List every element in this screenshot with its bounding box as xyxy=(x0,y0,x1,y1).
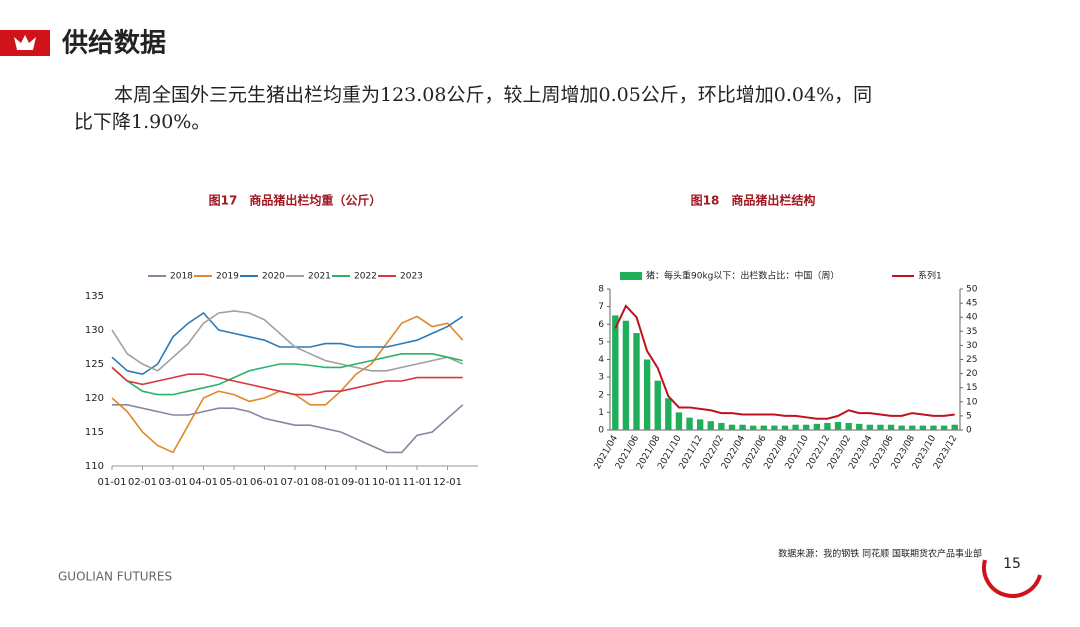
y-tick-label: 1 xyxy=(598,408,604,418)
y-tick-label: 135 xyxy=(85,291,104,302)
x-tick-label: 02-01 xyxy=(128,477,157,488)
x-tick-label: 12-01 xyxy=(433,477,462,488)
bar xyxy=(856,423,863,430)
decor-arc xyxy=(982,559,1042,598)
legend-label: 2019 xyxy=(216,272,239,282)
y-tick-label: 7 xyxy=(598,302,604,312)
bar xyxy=(665,398,672,430)
bar xyxy=(760,425,767,430)
bar xyxy=(898,425,905,430)
bar xyxy=(728,424,736,430)
y2-tick-label: 30 xyxy=(966,341,978,351)
bar xyxy=(877,424,884,430)
y2-tick-label: 5 xyxy=(966,411,972,421)
bar xyxy=(792,424,799,430)
y-tick-label: 0 xyxy=(598,426,604,436)
legend-label: 猪：每头重90kg以下：出栏数占比：中国（周） xyxy=(646,270,839,282)
legend-swatch xyxy=(620,272,642,280)
legend-label: 2020 xyxy=(262,272,285,282)
bar xyxy=(643,359,651,430)
x-tick-label: 03-01 xyxy=(158,477,187,488)
bar xyxy=(919,425,927,430)
series-line xyxy=(111,366,463,396)
bar xyxy=(633,333,640,430)
y-tick-label: 125 xyxy=(85,359,104,370)
brand: GUOLIAN FUTURES xyxy=(58,570,172,584)
source-note: 数据来源：我的钢铁 同花顺 国联期货农产品事业部 xyxy=(778,548,982,560)
bar xyxy=(824,422,831,430)
bar xyxy=(696,419,704,430)
bar xyxy=(930,425,937,430)
y2-tick-label: 25 xyxy=(966,355,977,365)
bar xyxy=(771,425,778,430)
bar xyxy=(909,425,916,430)
bar xyxy=(834,422,842,430)
bar xyxy=(845,422,852,430)
bar xyxy=(866,424,874,430)
crown-icon xyxy=(14,35,36,50)
bar xyxy=(887,424,895,430)
y-tick-label: 115 xyxy=(85,427,104,438)
bar xyxy=(940,425,948,430)
legend-label: 系列1 xyxy=(918,270,942,282)
legend-label: 2023 xyxy=(400,272,423,282)
bar xyxy=(739,424,746,430)
y2-tick-label: 50 xyxy=(966,285,978,295)
bar xyxy=(803,424,810,430)
series-line xyxy=(111,310,464,372)
y2-tick-label: 35 xyxy=(966,327,977,337)
paragraph-line: 比下降1.90%。 xyxy=(74,111,210,133)
bar xyxy=(781,425,789,430)
y-tick-label: 5 xyxy=(598,337,604,347)
bar xyxy=(675,412,683,430)
y-tick-label: 6 xyxy=(598,320,604,330)
page-number: 15 xyxy=(1003,556,1021,572)
x-tick-label: 09-01 xyxy=(341,477,370,488)
y-tick-label: 120 xyxy=(85,393,104,404)
chart-title: 图18 商品猪出栏结构 xyxy=(691,193,816,208)
legend-label: 2021 xyxy=(308,272,331,282)
x-tick-label: 05-01 xyxy=(219,477,248,488)
y-tick-label: 2 xyxy=(598,390,604,400)
bar xyxy=(750,425,757,430)
x-tick-label: 06-01 xyxy=(250,477,279,488)
y-tick-label: 8 xyxy=(598,285,604,295)
series-line xyxy=(614,304,955,420)
y2-tick-label: 15 xyxy=(966,383,977,393)
x-tick-label: 04-01 xyxy=(189,477,218,488)
bar xyxy=(654,380,661,430)
bar xyxy=(686,417,693,430)
x-tick-label: 10-01 xyxy=(372,477,401,488)
legend-label: 2018 xyxy=(170,272,193,282)
bar xyxy=(707,421,714,430)
bar xyxy=(622,320,630,430)
y-tick-label: 130 xyxy=(85,325,104,336)
series-line xyxy=(111,353,463,396)
bar xyxy=(951,424,958,430)
series-line xyxy=(112,404,464,454)
y-tick-label: 110 xyxy=(85,461,104,472)
y-tick-label: 4 xyxy=(598,355,604,365)
slide-title: 供给数据 xyxy=(61,28,166,59)
paragraph-line: 本周全国外三元生猪出栏均重为123.08公斤，较上周增加0.05公斤，环比增加0… xyxy=(114,84,872,106)
bar xyxy=(813,423,820,430)
series-line xyxy=(111,311,464,376)
y2-tick-label: 10 xyxy=(966,397,978,407)
x-tick-label: 07-01 xyxy=(280,477,309,488)
y2-tick-label: 45 xyxy=(966,299,977,309)
y2-tick-label: 40 xyxy=(966,313,978,323)
bar xyxy=(612,315,619,430)
series-line xyxy=(111,315,464,454)
y2-tick-label: 0 xyxy=(966,426,972,436)
y2-tick-label: 20 xyxy=(966,369,978,379)
x-tick-label: 11-01 xyxy=(402,477,431,488)
x-tick-label: 01-01 xyxy=(97,477,126,488)
y-tick-label: 3 xyxy=(598,373,604,383)
legend-label: 2022 xyxy=(354,272,377,282)
x-tick-label: 08-01 xyxy=(311,477,340,488)
bar xyxy=(718,422,725,430)
chart-title: 图17 商品猪出栏均重（公斤） xyxy=(209,193,382,208)
